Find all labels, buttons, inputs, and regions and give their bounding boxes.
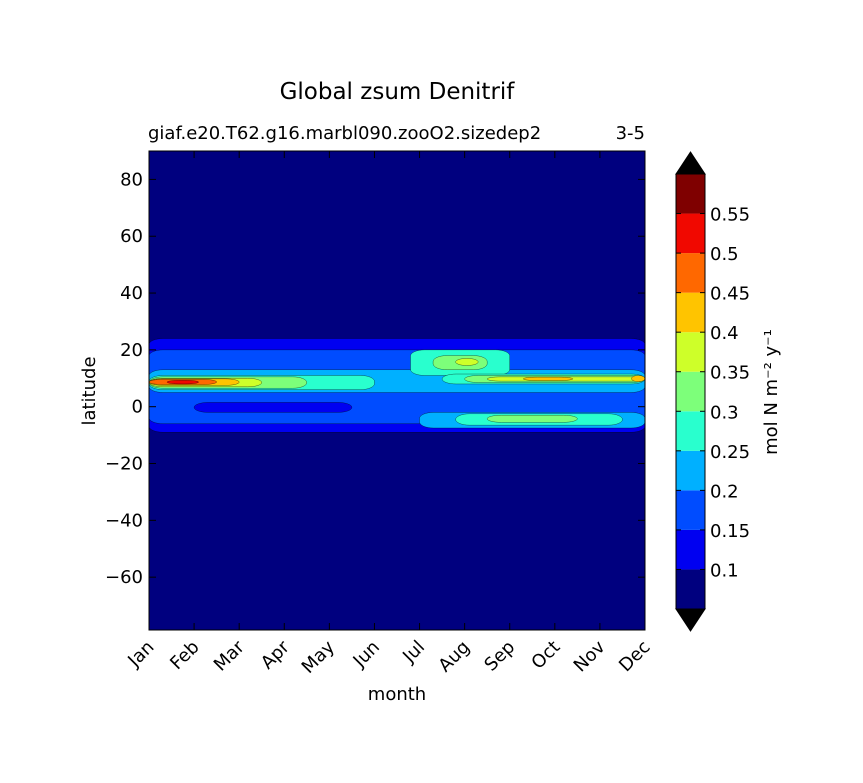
colorbar-segment: [676, 490, 705, 530]
x-tick-label: Jun: [349, 637, 384, 672]
colorbar-tick-label: 0.1: [710, 560, 739, 581]
y-axis-label: latitude: [79, 356, 100, 425]
contour-band: [193, 402, 353, 413]
y-tick-label: 20: [120, 340, 143, 361]
y-axis: 80 60 40 20 0 −20 −40 −60: [105, 169, 645, 588]
colorbar-segment: [676, 569, 705, 609]
plot-area: Jan Feb Mar Apr May Jun Jul Aug Sep Oct Nov Dec 80 6…: [105, 150, 655, 678]
plot-frame: [148, 150, 646, 631]
y-tick-label: 80: [120, 169, 143, 190]
contour-band: [166, 380, 199, 385]
x-tick-label: Jul: [398, 637, 429, 668]
x-axis-label: month: [368, 684, 426, 705]
colorbar-segment: [676, 332, 705, 372]
colorbar-tick-label: 0.4: [710, 323, 739, 344]
contour-band: [523, 376, 574, 381]
colorbar-tick-label: 0.35: [710, 363, 750, 384]
y-tick-label: 40: [120, 283, 143, 304]
colorbar-tick-label: 0.45: [710, 284, 750, 305]
colorbar-segment: [676, 411, 705, 451]
colorbar-segment: [676, 292, 705, 333]
x-tick-label: Sep: [480, 637, 519, 676]
colorbar-tick-label: 0.15: [710, 521, 750, 542]
colorbar-tick-label: 0.25: [710, 442, 750, 463]
y-tick-label: −60: [105, 567, 143, 588]
colorbar-tick-label: 0.3: [710, 402, 739, 423]
colorbar-segment: [676, 450, 705, 491]
x-tick-label: Mar: [210, 636, 249, 675]
contour-band: [455, 358, 479, 366]
colorbar: 0.1 0.15 0.2 0.25 0.3 0.35 0.4 0.45 0.5 0.55: [675, 151, 750, 632]
y-tick-label: −40: [105, 510, 143, 531]
colorbar-label: mol N m⁻² y⁻¹: [761, 329, 782, 455]
colorbar-segment: [676, 371, 705, 412]
colorbar-tick-label: 0.5: [710, 244, 739, 265]
colorbar-segment: [676, 213, 705, 254]
x-tick-label: May: [298, 636, 339, 677]
y-tick-label: 0: [132, 397, 143, 418]
chart-subtitle-right: 3-5: [616, 123, 645, 144]
x-tick-label: Oct: [527, 637, 564, 674]
x-tick-label: Nov: [570, 636, 610, 676]
chart-subtitle-left: giaf.e20.T62.g16.marbl090.zooO2.sizedep2: [148, 123, 541, 144]
colorbar-segment: [676, 253, 705, 293]
colorbar-tick-label: 0.2: [710, 481, 739, 502]
colorbar-label-text: mol N m⁻² y⁻¹: [761, 329, 782, 455]
contour-field: [148, 151, 646, 630]
x-tick-label: Feb: [166, 637, 203, 674]
y-tick-label: 60: [120, 226, 143, 247]
x-tick-label: Aug: [434, 637, 474, 677]
colorbar-segment: [676, 174, 705, 214]
colorbar-extend-top: [675, 151, 706, 175]
x-tick-label: Jan: [123, 637, 158, 672]
colorbar-frame: [675, 173, 706, 610]
colorbar-segment: [676, 529, 705, 570]
chart-title: Global zsum Denitrif: [280, 79, 516, 105]
contour-band: [486, 414, 578, 423]
colorbar-tick-label: 0.55: [710, 205, 750, 226]
y-tick-label: −20: [105, 454, 143, 475]
x-tick-label: Apr: [257, 636, 294, 673]
colorbar-extend-bottom: [675, 608, 706, 632]
x-tick-label: Dec: [615, 637, 654, 676]
contour-band: [631, 375, 646, 382]
